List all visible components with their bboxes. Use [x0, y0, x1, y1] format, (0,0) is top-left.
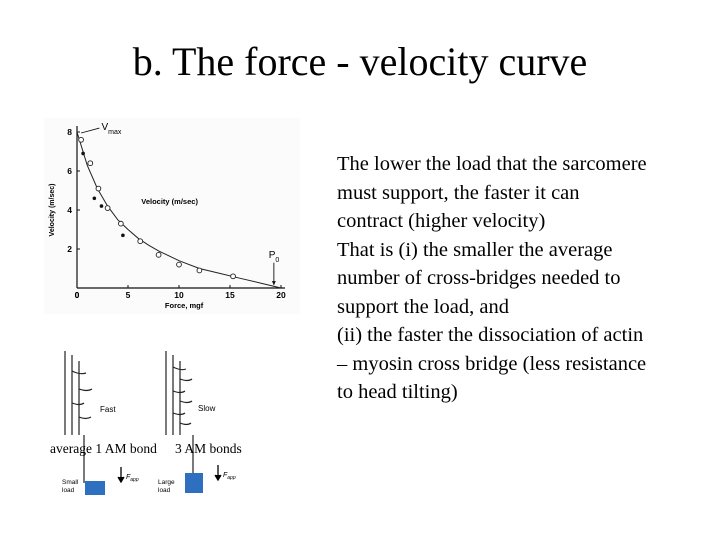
- large-load-label-1: Large: [158, 479, 175, 486]
- y-tick-label: 8: [67, 127, 72, 137]
- large-load-label-2: load: [158, 487, 171, 494]
- body-text: The lower the load that the sarcomere mu…: [337, 150, 712, 407]
- small-load-label-1: Small: [62, 479, 79, 486]
- data-point-filled: [121, 233, 125, 238]
- data-point: [78, 136, 84, 143]
- fast-label: Fast: [100, 405, 116, 414]
- small-load-box: [85, 481, 105, 495]
- body-line: must support, the faster it can: [337, 181, 580, 204]
- large-load-box: [185, 473, 203, 493]
- data-point: [95, 185, 102, 192]
- force-arrow-left: [117, 467, 125, 484]
- vmax-leader: [80, 127, 100, 134]
- x-origin-label: 0: [75, 290, 80, 300]
- x-tick-label: 15: [225, 290, 235, 300]
- data-point: [155, 252, 162, 258]
- slow-filaments: [165, 351, 194, 483]
- data-point: [137, 238, 144, 245]
- diagram-svg: Fast Slow average 1 AM bond 3 AM bonds S…: [50, 351, 242, 495]
- force-velocity-chart: 0 5 10 15 20 2 4 6 8 0 Force, mgf Velocity (m/sec) V…: [44, 118, 300, 314]
- p0-label: P0: [269, 250, 280, 264]
- data-point: [176, 261, 182, 268]
- x-tick-label: 10: [174, 290, 184, 300]
- x-tick-label: 5: [126, 290, 131, 300]
- body-line: – myosin cross bridge (less resistance: [337, 352, 647, 375]
- y-tick-label: 6: [67, 166, 72, 176]
- data-point: [230, 273, 236, 280]
- x-tick-label: 20: [276, 290, 286, 300]
- y-axis-label: Velocity (m/sec): [49, 184, 56, 237]
- x-axis-label: Force, mgf: [165, 301, 204, 310]
- force-label-left: Fapp: [126, 474, 139, 483]
- body-line: number of cross-bridges needed to: [337, 267, 621, 289]
- small-load-label-2: load: [62, 487, 75, 494]
- x-tick-label: 0: [75, 290, 80, 300]
- left-caption: average 1 AM bond: [50, 441, 157, 456]
- y-tick-label: 2: [67, 244, 72, 254]
- body-line: to head tilting): [337, 381, 458, 403]
- data-point-filled: [92, 196, 97, 201]
- cross-bridge-diagram: Fast Slow average 1 AM bond 3 AM bonds S…: [48, 343, 248, 498]
- data-point: [87, 160, 94, 167]
- p0-arrowhead: [271, 281, 276, 286]
- data-point: [196, 267, 203, 274]
- force-arrow-right: [214, 465, 222, 482]
- series-label: Velocity (m/sec): [141, 197, 198, 206]
- body-line: contract (higher velocity): [337, 210, 546, 232]
- fast-filaments: [64, 351, 93, 483]
- data-point-filled: [81, 151, 85, 156]
- body-line: The lower the load that the sarcomere: [337, 153, 647, 175]
- force-label-right: Fapp: [223, 472, 236, 481]
- data-point: [118, 220, 124, 227]
- body-line: support the load, and: [337, 295, 509, 318]
- slide-title: b. The force - velocity curve: [132, 39, 588, 84]
- data-point: [104, 205, 111, 211]
- y-tick-label: 4: [67, 205, 72, 215]
- body-line: (ii) the faster the dissociation of acti…: [337, 324, 644, 346]
- vmax-label: Vmax: [101, 122, 121, 136]
- slow-label: Slow: [198, 404, 216, 413]
- right-caption: 3 AM bonds: [175, 441, 242, 456]
- data-point-filled: [99, 204, 104, 208]
- body-line: That is (i) the smaller the average: [337, 238, 613, 261]
